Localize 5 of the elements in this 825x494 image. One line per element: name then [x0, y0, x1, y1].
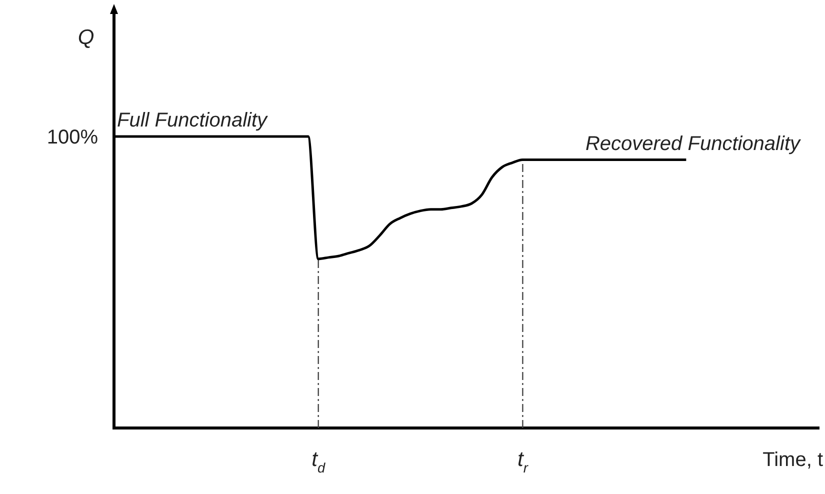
- annotation: Recovered Functionality: [585, 132, 801, 155]
- x-axis-title: Time, t: [762, 449, 824, 471]
- text: 100%: [46, 126, 98, 148]
- text: Full Functionality: [117, 109, 268, 132]
- y-axis-title: Q: [78, 26, 94, 49]
